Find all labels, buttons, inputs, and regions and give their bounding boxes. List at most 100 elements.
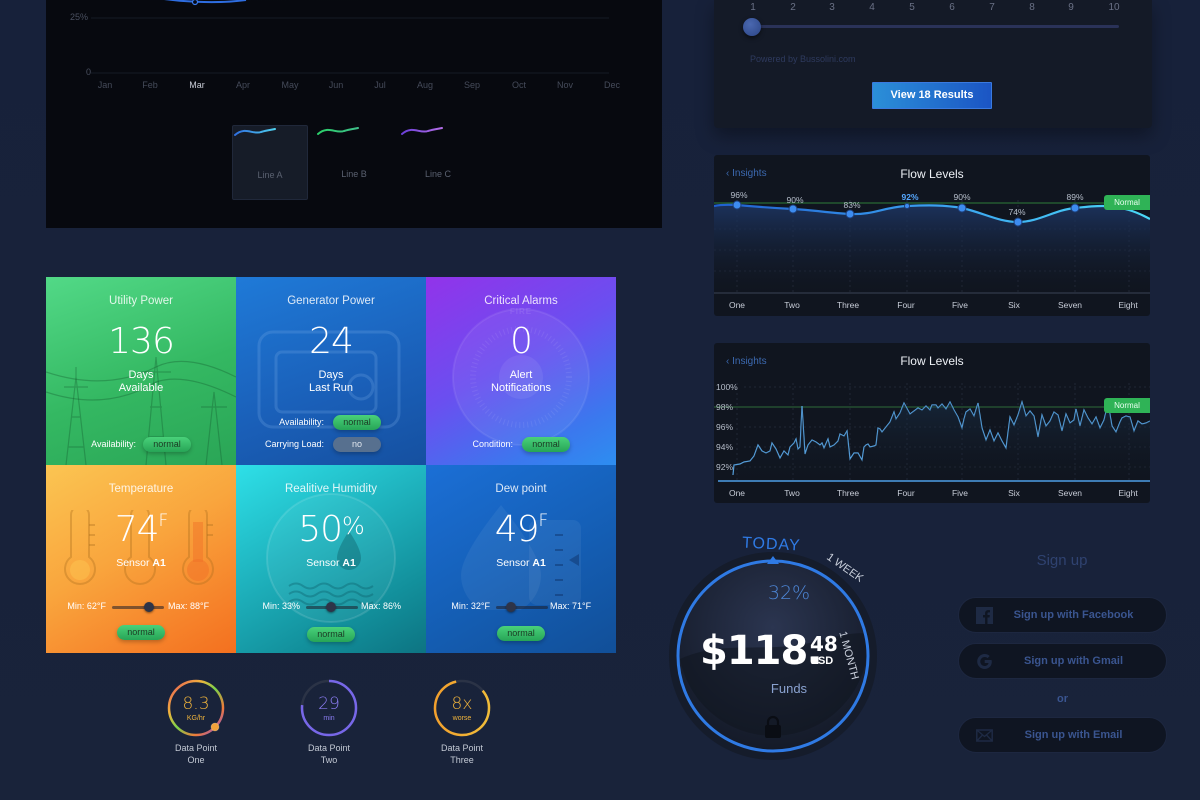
back-label: Insights: [732, 356, 767, 367]
legend-label: Line A: [257, 170, 283, 180]
month-dec[interactable]: Dec: [603, 80, 620, 90]
y-tick: 96%: [716, 422, 734, 432]
step-4[interactable]: 4: [869, 2, 875, 13]
gauge-unit: min: [323, 715, 335, 722]
step-9[interactable]: 9: [1068, 2, 1074, 13]
flow-card-title: Flow Levels: [900, 167, 964, 181]
step-1[interactable]: 1: [750, 2, 756, 13]
availability-label: Availability:: [279, 417, 324, 427]
step-3[interactable]: 3: [829, 2, 835, 13]
step-10[interactable]: 10: [1108, 2, 1120, 13]
view-results-button[interactable]: View 18 Results: [872, 82, 992, 109]
funds-currency: USD: [810, 655, 834, 667]
step-7[interactable]: 7: [989, 2, 995, 13]
tile-utility-power[interactable]: Utility Power 136 Days Available Availab…: [46, 277, 236, 465]
range-slider-thumb[interactable]: [144, 602, 154, 612]
month-nov[interactable]: Nov: [556, 80, 573, 90]
month-oct[interactable]: Oct: [511, 80, 526, 90]
sensor-prefix: Sensor: [496, 557, 533, 569]
month-jan[interactable]: Jan: [97, 80, 113, 90]
x-label: Six: [1008, 300, 1020, 310]
subtitle-line-1: Days: [128, 369, 154, 381]
x-label: Two: [784, 300, 800, 310]
step-5[interactable]: 5: [909, 2, 915, 13]
step-2[interactable]: 2: [790, 2, 796, 13]
month-apr[interactable]: Apr: [235, 80, 250, 90]
tile-critical-alarms[interactable]: FIRE Critical Alarms 0 Alert Notificatio…: [426, 277, 616, 465]
step-8[interactable]: 8: [1029, 2, 1035, 13]
range-slider-thumb[interactable]: [506, 602, 516, 612]
value-unit: %: [342, 512, 365, 540]
range-slider-track[interactable]: [112, 606, 164, 609]
tile-value: 0: [510, 321, 533, 362]
lock-icon[interactable]: [765, 719, 781, 739]
month-aug[interactable]: Aug: [416, 80, 433, 90]
chevron-left-icon: ‹: [726, 168, 733, 179]
gauge-label: Data Point Three: [412, 742, 512, 766]
availability-status-pill: normal: [143, 437, 191, 452]
range-max: Max: 86%: [361, 601, 402, 611]
x-label: Five: [951, 488, 969, 498]
funds-cents: 48: [810, 632, 838, 656]
tile-subtitle: Days Available: [46, 369, 236, 395]
step-slider-track[interactable]: [754, 25, 1119, 28]
month-jul[interactable]: Jul: [374, 80, 386, 90]
signup-email-button[interactable]: Sign up with Email: [958, 717, 1167, 753]
insights-back-link[interactable]: ‹ Insights: [726, 356, 767, 367]
funds-dial[interactable]: TODAY 1 WEEK 1 MONTH 32% $118. 48 USD Fu…: [664, 534, 914, 784]
sensor-prefix: Sensor: [306, 557, 343, 569]
tile-value: 74F: [46, 509, 236, 550]
line-b-swatch-icon: [317, 127, 359, 135]
signup-title: Sign up: [1036, 552, 1088, 569]
legend-line-b[interactable]: Line B: [316, 125, 392, 200]
gauge-data-point-two[interactable]: 29 min Data Point Two: [279, 678, 379, 766]
range-min: Min: 33%: [262, 601, 300, 611]
signup-facebook-button[interactable]: Sign up with Facebook: [958, 597, 1167, 633]
x-label: Two: [784, 488, 800, 498]
gauge-ring-purple: [300, 679, 358, 737]
normal-status-tag: Normal: [1104, 398, 1150, 413]
tile-temperature[interactable]: Temperature 74F Sensor A1 Min: 62°F Max:…: [46, 465, 236, 653]
dew-point-status-pill: normal: [497, 626, 545, 641]
gauge-label: Data Point Two: [279, 742, 379, 766]
x-label: Three: [836, 300, 860, 310]
x-label: Seven: [1057, 300, 1083, 310]
sensor-label: Sensor A1: [46, 557, 236, 569]
tile-generator-power[interactable]: Generator Power 24 Days Last Run Availab…: [236, 277, 426, 465]
range-slider-thumb[interactable]: [326, 602, 336, 612]
insights-back-link[interactable]: ‹ Insights: [726, 168, 767, 179]
x-label: Five: [951, 300, 969, 310]
point-label-highlight: 92%: [901, 192, 919, 202]
gauge-label-line-2: Two: [320, 755, 338, 765]
gauge-unit: worse: [452, 715, 472, 722]
month-jun[interactable]: Jun: [328, 80, 344, 90]
flow-card-title: Flow Levels: [900, 354, 964, 368]
carrying-load-status-pill: no: [333, 437, 381, 452]
step-6[interactable]: 6: [949, 2, 955, 13]
month-mar[interactable]: Mar: [189, 80, 205, 90]
gauge-data-point-one[interactable]: 8.3 KG/hr Data Point One: [146, 678, 246, 766]
availability-label: Availability:: [91, 439, 136, 449]
gauge-ring-orange: [433, 679, 491, 737]
envelope-icon: [976, 729, 993, 742]
gauge-label-line-2: Three: [450, 755, 474, 765]
gauge-unit: KG/hr: [186, 715, 206, 722]
step-slider-thumb[interactable]: [743, 18, 761, 36]
month-may[interactable]: May: [281, 80, 299, 90]
signup-gmail-button[interactable]: Sign up with Gmail: [958, 643, 1167, 679]
point-label: 89%: [1066, 192, 1084, 202]
gauge-data-point-three[interactable]: 8x worse Data Point Three: [412, 678, 512, 766]
tile-relative-humidity[interactable]: Realitive Humidity 50% Sensor A1 Min: 33…: [236, 465, 426, 653]
legend-line-c[interactable]: Line C: [400, 125, 476, 200]
tile-subtitle: Alert Notifications: [426, 369, 616, 395]
legend-line-a[interactable]: Line A: [232, 125, 308, 200]
range-slider-track[interactable]: [496, 606, 548, 609]
range-min: Min: 62°F: [67, 601, 106, 611]
month-feb[interactable]: Feb: [142, 80, 158, 90]
month-sep[interactable]: Sep: [463, 80, 480, 90]
funds-tab-today[interactable]: TODAY: [741, 534, 802, 555]
tile-dew-point[interactable]: Dew point 49F Sensor A1 Min: 32°F Max: 7…: [426, 465, 616, 653]
gauge-value: 8x: [451, 694, 473, 714]
monthly-line-chart-panel: 25% 0 Jan Feb Mar Apr May Jun Jul Aug Se…: [46, 0, 662, 228]
humidity-status-pill: normal: [307, 627, 355, 642]
